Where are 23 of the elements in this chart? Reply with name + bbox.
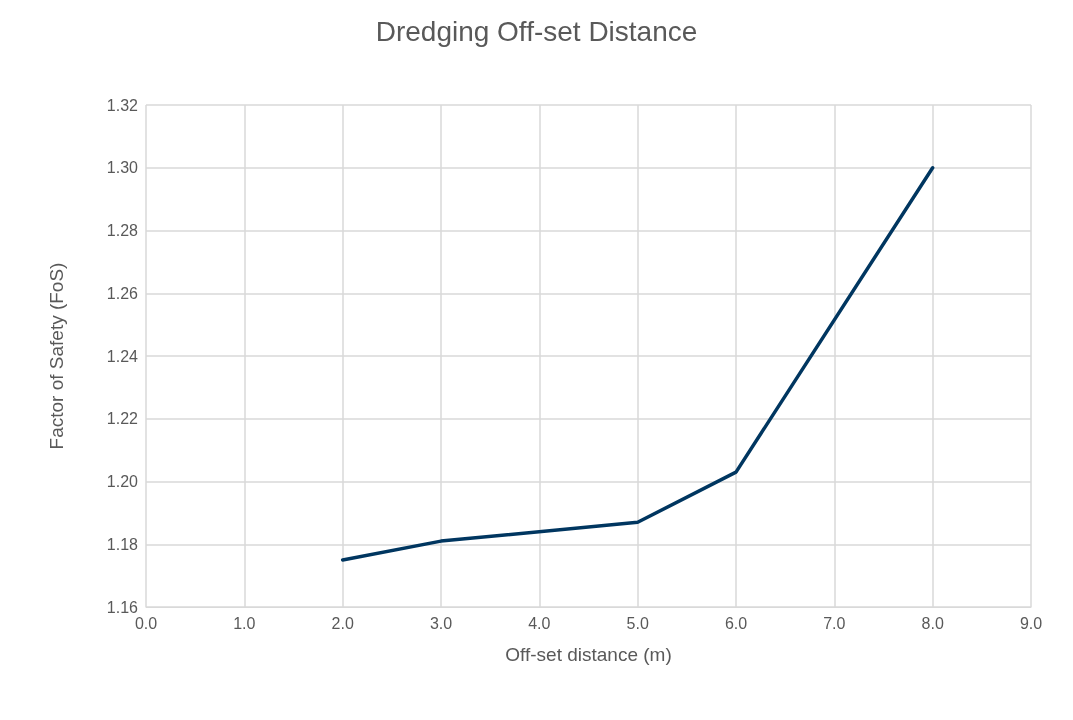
chart-title: Dredging Off-set Distance: [375, 15, 698, 47]
y-tick-label: 1.28: [106, 222, 139, 239]
y-tick-label: 1.24: [106, 347, 139, 365]
x-tick-label: 3.0: [429, 614, 453, 632]
y-tick-label: 1.30: [106, 159, 139, 177]
x-tick-label: 9.0: [1019, 614, 1043, 632]
y-tick-label: 1.22: [106, 410, 139, 428]
x-tick-label: 5.0: [626, 614, 649, 632]
x-axis-title: Off-set distance (m): [505, 644, 672, 665]
y-tick-label: 1.32: [106, 96, 139, 114]
y-tick-label: 1.18: [106, 535, 139, 553]
y-axis-title: Factor of Safety (FoS): [46, 262, 67, 450]
x-tick-label: 6.0: [724, 614, 748, 632]
x-tick-label: 8.0: [921, 614, 944, 632]
x-tick-label: 2.0: [331, 614, 354, 632]
line-series: [340, 166, 935, 562]
y-tick-label: 1.20: [106, 473, 139, 490]
x-tick-label: 1.0: [233, 614, 256, 632]
x-tick-label: 0.0: [134, 614, 158, 632]
x-tick-label: 4.0: [528, 614, 551, 632]
y-tick-label: 1.26: [106, 284, 139, 302]
x-tick-label: 7.0: [823, 614, 846, 632]
y-tick-label: 1.16: [106, 598, 139, 616]
